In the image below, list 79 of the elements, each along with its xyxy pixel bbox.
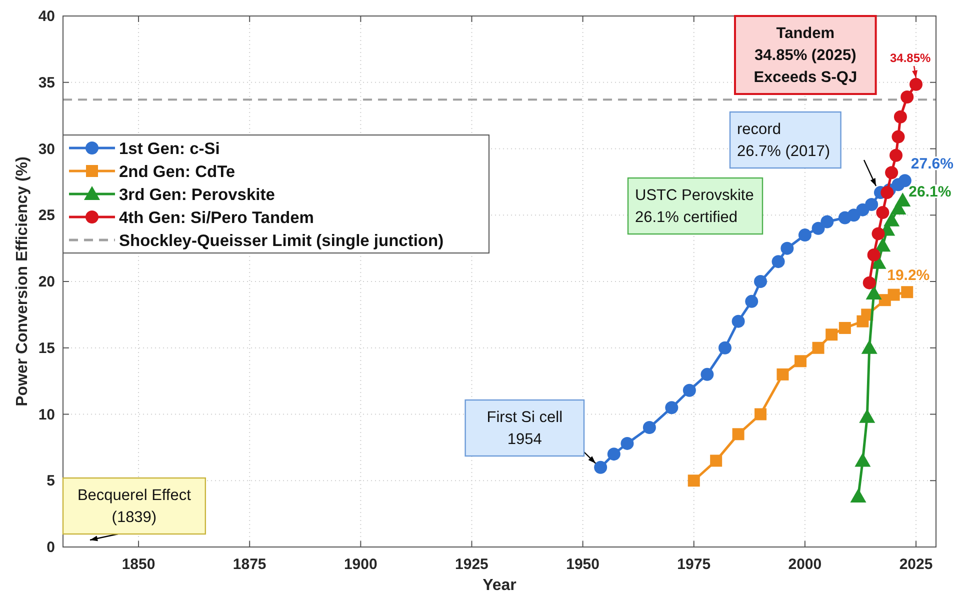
x-tick-label: 2025: [899, 556, 933, 573]
x-tick-label: 1975: [677, 556, 711, 573]
x-tick-label: 1925: [455, 556, 488, 573]
point: [607, 448, 620, 461]
y-tick-label: 20: [38, 274, 55, 290]
point: [718, 341, 732, 354]
point: [885, 166, 898, 180]
point: [826, 328, 838, 341]
annotation: 19.2%: [887, 267, 930, 284]
point: [867, 248, 880, 262]
point: [910, 78, 923, 91]
point: [772, 255, 785, 268]
y-tick-label: 30: [38, 140, 55, 158]
point: [859, 408, 876, 423]
legend-label: 2nd Gen: CdTe: [119, 163, 236, 181]
point: [682, 384, 696, 397]
point: [850, 488, 866, 503]
point: [780, 242, 794, 255]
y-tick-label: 5: [46, 472, 55, 490]
point: [688, 474, 700, 487]
point: [710, 454, 722, 467]
annotation: record 26.7% (2017): [737, 121, 830, 160]
x-tick-label: 1875: [232, 556, 266, 573]
point: [732, 428, 744, 440]
x-tick-label: 2000: [788, 556, 822, 573]
y-tick-label: 35: [38, 74, 55, 92]
point: [874, 238, 891, 252]
point: [894, 192, 911, 207]
point: [862, 276, 876, 290]
point: [884, 212, 900, 226]
point: [901, 286, 914, 298]
point: [861, 340, 878, 354]
point: [732, 314, 745, 328]
point: [776, 368, 789, 380]
point: [888, 288, 900, 301]
point: [594, 460, 608, 474]
point: [876, 206, 890, 219]
point: [700, 368, 714, 381]
y-tick-label: 40: [38, 8, 55, 25]
point: [880, 186, 894, 200]
point: [898, 174, 912, 188]
point: [854, 452, 871, 467]
point: [812, 342, 824, 354]
point: [754, 408, 767, 420]
legend-label: 4th Gen: Si/Pero Tandem: [119, 209, 314, 227]
x-axis-title: Year: [482, 577, 516, 594]
point: [900, 90, 914, 104]
annotation: Tandem 34.85% (2025) Exceeds S-QJ: [754, 25, 858, 86]
legend-label: Shockley-Queisser Limit (single junction): [119, 232, 444, 250]
annotation: USTC Perovskite 26.1% certified: [635, 187, 754, 226]
point: [812, 222, 825, 235]
y-axis-title: Power Conversion Efficiency (%): [14, 156, 31, 406]
point: [745, 294, 758, 308]
point: [820, 215, 834, 228]
annotation: Becquerel Effect (1839): [77, 487, 192, 526]
y-tick-label: 0: [46, 539, 55, 556]
point: [856, 203, 870, 216]
point: [872, 227, 885, 240]
x-tick-label: 1950: [566, 556, 600, 573]
point: [794, 355, 806, 368]
point: [798, 228, 812, 242]
point: [620, 436, 634, 450]
y-tick-label: 25: [38, 207, 55, 224]
point: [838, 322, 851, 334]
point: [865, 198, 878, 212]
point: [665, 401, 678, 414]
annotation: 34.85%: [890, 51, 932, 65]
point: [890, 148, 903, 162]
x-tick-label: 1900: [344, 556, 378, 573]
y-tick-label: 10: [38, 406, 55, 424]
y-tick-label: 15: [38, 340, 55, 357]
point: [894, 110, 907, 124]
annotation: First Si cell 1954: [486, 409, 563, 448]
point: [642, 421, 656, 434]
point: [754, 275, 768, 288]
x-tick-label: 1850: [122, 556, 156, 573]
legend-label: 1st Gen: c-Si: [119, 140, 220, 158]
point: [892, 130, 905, 144]
legend-label: 3rd Gen: Perovskite: [119, 186, 275, 204]
